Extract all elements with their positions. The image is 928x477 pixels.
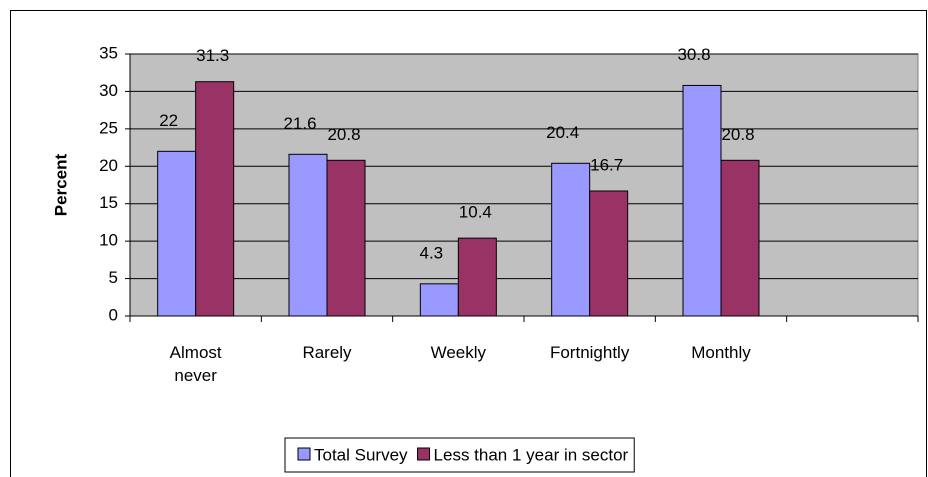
y-tick-label: 5 [109, 268, 118, 287]
bar [157, 150, 197, 317]
bar [419, 283, 459, 317]
legend-swatch [297, 447, 311, 461]
y-tick-label: 30 [99, 81, 118, 100]
y-axis-title: Percent [51, 153, 70, 216]
data-label: 20.4 [546, 123, 579, 142]
x-tick-label: Monthly [691, 343, 751, 362]
legend-label: Less than 1 year in sector [434, 445, 629, 464]
data-label: 22 [159, 111, 178, 130]
x-tick-label: Almost never [169, 343, 222, 385]
bar [457, 237, 497, 317]
y-tick-label: 15 [99, 193, 118, 212]
data-label: 31.3 [196, 46, 229, 65]
legend-label: Total Survey [314, 445, 408, 464]
bar [720, 159, 760, 317]
bar [551, 162, 591, 317]
data-label: 4.3 [420, 243, 444, 262]
bar [589, 190, 629, 317]
plot-area [129, 53, 919, 317]
legend-swatch [417, 447, 431, 461]
data-label: 10.4 [459, 203, 492, 222]
y-tick-label: 25 [99, 118, 118, 137]
chart-border [10, 10, 927, 477]
x-tick-label: Fortnightly [549, 343, 630, 362]
x-tick-label: Weekly [430, 343, 487, 362]
y-tick-label: 20 [99, 156, 118, 175]
bar [682, 84, 722, 317]
x-tick-label: Rarely [302, 343, 352, 362]
legend-box [284, 437, 635, 473]
data-label: 30.8 [677, 45, 710, 64]
data-label: 21.6 [283, 114, 316, 133]
data-label: 20.8 [721, 125, 754, 144]
data-label: 16.7 [590, 155, 623, 174]
data-label: 20.8 [327, 125, 360, 144]
y-tick-label: 10 [99, 231, 118, 250]
bar [288, 153, 328, 317]
bar [326, 159, 366, 317]
y-tick-label: 35 [99, 43, 118, 62]
bar [195, 81, 235, 317]
y-tick-label: 0 [109, 305, 118, 324]
